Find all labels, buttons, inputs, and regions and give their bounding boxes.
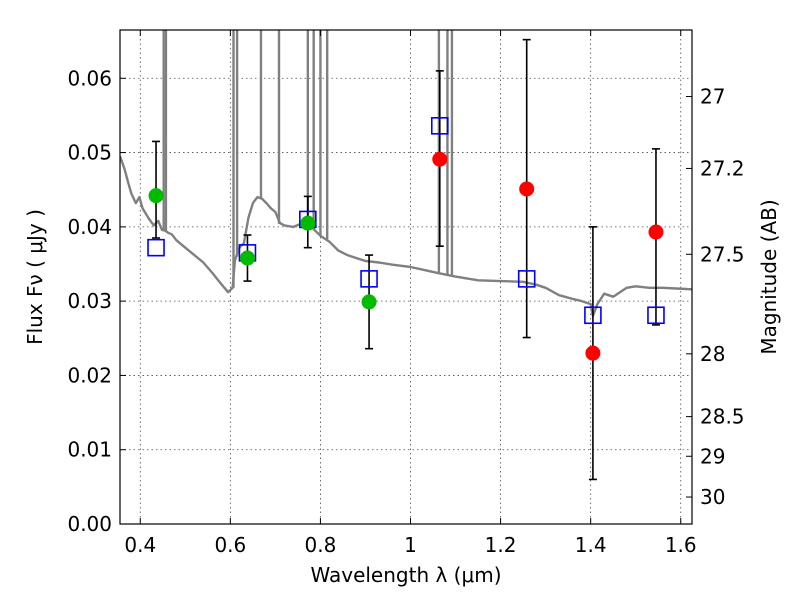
y-tick-label: 0.03 [67, 289, 112, 313]
observed-point-green [239, 250, 255, 266]
model-photometry-square [147, 238, 165, 257]
observed-point-red [585, 345, 601, 361]
photometry-markers [147, 117, 665, 361]
observed-point-green [361, 294, 377, 310]
observed-point-green [300, 215, 316, 231]
axis-ticks: 0.4 0.6 0.8 1 1.2 1.4 1.6 0.00 0.01 0.02 0.03 0.04 0… [67, 30, 745, 557]
observed-point-red [519, 181, 535, 197]
model-photometry-square [430, 117, 449, 135]
x-tick-label: 1.2 [485, 533, 517, 557]
x-tick-label: 1.4 [575, 533, 607, 557]
y2-tick-label: 27.2 [700, 156, 745, 180]
model-photometry-square [584, 306, 602, 325]
x-tick-label: 0.8 [305, 533, 337, 557]
model-photometry-square [517, 270, 536, 288]
y-tick-label: 0.02 [67, 363, 112, 387]
x-axis-label: Wavelength λ (μm) [310, 563, 501, 587]
x-tick-label: 0.6 [214, 533, 246, 557]
y2-tick-label: 27 [700, 85, 725, 109]
y2-tick-label: 28.5 [700, 405, 745, 429]
model-spectrum [120, 30, 692, 318]
grid [120, 30, 692, 525]
model-photometry-square [360, 270, 378, 288]
x-tick-label: 1.6 [665, 533, 697, 557]
x-tick-label: 0.4 [124, 533, 156, 557]
y2-tick-label: 27.5 [700, 242, 745, 266]
observed-point-red [648, 224, 664, 240]
y-tick-label: 0.05 [67, 141, 112, 165]
y2-tick-label: 30 [700, 485, 725, 509]
y-tick-label: 0.01 [67, 438, 112, 462]
plot-frame [119, 29, 693, 525]
observed-point-green [148, 188, 164, 204]
x-tick-label: 1 [404, 533, 417, 557]
y2-axis-label: Magnitude (AB) [757, 199, 781, 354]
y-axis-label: Flux Fν ( μJy ) [23, 209, 47, 345]
spectrum-line [120, 155, 692, 318]
y-tick-label: 0.06 [67, 66, 112, 90]
observed-point-red [432, 151, 448, 167]
model-photometry-square [647, 306, 665, 325]
y-tick-label: 0.00 [67, 512, 112, 536]
y2-tick-label: 29 [700, 444, 725, 468]
error-bars [152, 38, 660, 481]
y-tick-label: 0.04 [67, 215, 112, 239]
y2-tick-label: 28 [700, 342, 725, 366]
